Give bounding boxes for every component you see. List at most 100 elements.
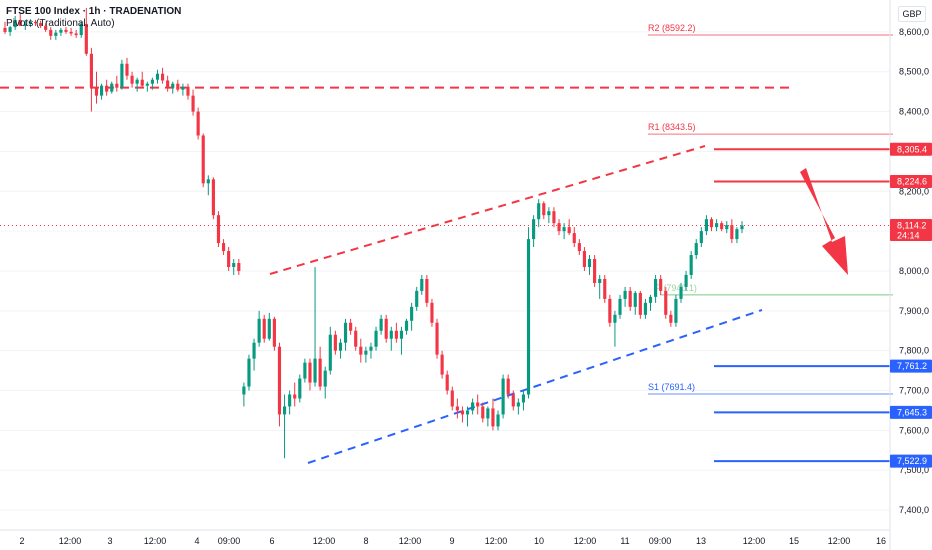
chart-title: FTSE 100 Index · 1h · TRADENATION — [6, 6, 182, 17]
candle-body — [323, 370, 327, 387]
candle-body — [221, 243, 226, 252]
x-tick-label: 16 — [876, 536, 886, 546]
candle-body — [252, 342, 256, 359]
candle-body — [84, 23, 88, 54]
candle-body — [196, 111, 200, 136]
candle-body — [562, 227, 566, 232]
candle-body — [176, 83, 180, 90]
y-tick-label: 8,600,0 — [899, 27, 929, 37]
candle-body — [460, 410, 465, 415]
candle-body — [654, 278, 658, 297]
candle-body — [542, 203, 546, 216]
x-tick-label: 10 — [534, 536, 544, 546]
candle-body — [506, 378, 510, 395]
candle-body — [638, 292, 642, 315]
candle-body — [328, 334, 332, 371]
candle-body — [166, 80, 170, 88]
candle-body — [526, 239, 531, 395]
candle-body — [694, 243, 698, 256]
candle-body — [415, 290, 419, 307]
price-tag-label: 8,305.4 — [897, 144, 927, 154]
pivot-label: P (7940.1) — [655, 283, 697, 293]
down-arrow — [800, 168, 848, 275]
candle-body — [181, 86, 185, 90]
x-tick-label: 12:00 — [485, 536, 508, 546]
candle-body — [679, 286, 683, 299]
x-tick-label: 13 — [696, 536, 706, 546]
candle-body — [232, 263, 236, 267]
candle-body — [730, 225, 734, 240]
candle-body — [389, 330, 393, 339]
candle-body — [435, 322, 439, 355]
candle-body — [384, 318, 388, 339]
y-tick-label: 8,400,0 — [899, 107, 929, 117]
candle-body — [608, 298, 612, 323]
candle-body — [633, 292, 637, 307]
x-tick-label: 9 — [449, 536, 454, 546]
countdown-label: 24:14 — [897, 230, 920, 240]
candle-body — [23, 23, 27, 26]
candle-body — [262, 318, 266, 339]
pivot-label: R2 (8592.2) — [648, 23, 696, 33]
currency-button[interactable]: GBP — [898, 6, 926, 22]
candle-body — [130, 75, 134, 84]
candle-body — [450, 390, 454, 407]
candle-body — [359, 346, 363, 355]
candle-body — [364, 350, 368, 355]
x-tick-label: 8 — [363, 536, 368, 546]
candle-body — [8, 27, 12, 32]
candle-body — [155, 73, 160, 80]
x-tick-label: 12:00 — [313, 536, 336, 546]
candle-body — [404, 320, 409, 331]
candle-body — [99, 85, 104, 96]
candle-body — [374, 330, 378, 347]
x-tick-label: 09:00 — [649, 536, 672, 546]
pivot-lines: R2 (8592.2) R1 (8343.5) P (7940.1) S1 (7691… — [648, 23, 893, 395]
candle-body — [587, 259, 592, 267]
candle-body — [33, 21, 38, 24]
upper-trendline — [269, 145, 706, 275]
candle-body — [715, 223, 719, 228]
candle-body — [39, 23, 43, 26]
candle-body — [125, 63, 129, 76]
candle-body — [557, 223, 561, 232]
candle-body — [303, 362, 307, 379]
candle-body — [247, 358, 251, 387]
candle-body — [18, 19, 22, 26]
chart-legend[interactable]: FTSE 100 Index · 1h · TRADENATION Pivots… — [6, 6, 181, 30]
candle-body — [115, 83, 119, 88]
candle-body — [628, 290, 632, 307]
time-axis[interactable]: 2 12:00 3 12:00 4 09:00 6 12:00 8 12:00 9 12:00 10 12… — [0, 529, 890, 546]
candle-body — [455, 406, 459, 411]
x-tick-label: 6 — [269, 536, 274, 546]
candle-body — [704, 219, 708, 232]
price-tag — [890, 142, 932, 156]
y-tick-label: 7,400,0 — [899, 505, 929, 515]
candle-body — [501, 378, 505, 415]
candle-body — [171, 83, 175, 88]
candle-body — [64, 29, 68, 32]
x-tick-label: 12:00 — [399, 536, 422, 546]
candle-body — [201, 135, 205, 184]
price-tag — [890, 454, 932, 468]
price-tag-label: 7,761.2 — [897, 361, 927, 371]
candle-body — [516, 402, 520, 407]
x-tick-label: 12:00 — [144, 536, 167, 546]
price-tag-label: 7,522.9 — [897, 456, 927, 466]
chart-grid — [0, 31, 890, 511]
candle-body — [227, 251, 231, 267]
candle-body — [471, 402, 475, 411]
x-tick-label: 11 — [620, 536, 629, 546]
candle-body — [242, 386, 246, 395]
candle-body — [552, 211, 556, 224]
price-tag — [890, 405, 932, 419]
candle-body — [572, 233, 576, 244]
candle-body — [69, 31, 73, 34]
candle-body — [740, 225, 744, 230]
candle-body — [577, 243, 581, 252]
candle-body — [216, 215, 221, 244]
y-tick-label: 8,200,0 — [899, 186, 929, 196]
candle-body — [293, 394, 297, 399]
level-lines — [0, 86, 890, 463]
